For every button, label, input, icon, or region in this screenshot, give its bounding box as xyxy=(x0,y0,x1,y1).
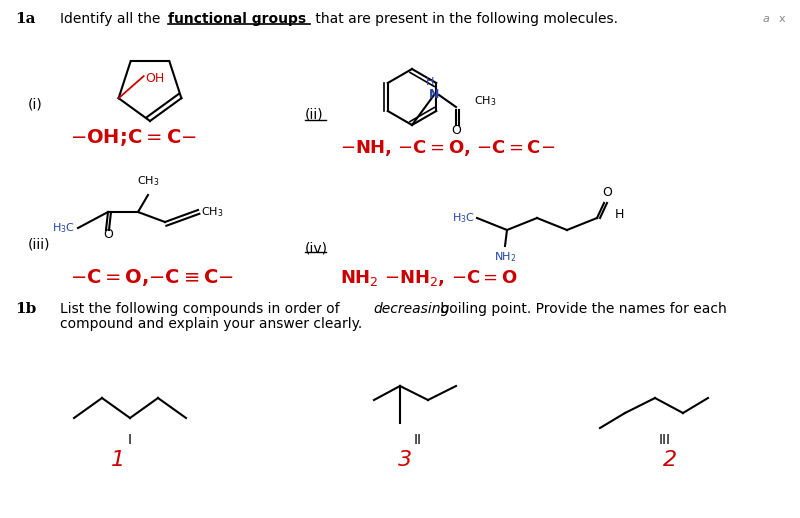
Text: O: O xyxy=(451,124,461,137)
Text: NH$_2$ $-$NH$_2$, $-$C$=$O: NH$_2$ $-$NH$_2$, $-$C$=$O xyxy=(340,268,518,288)
Text: (ii): (ii) xyxy=(305,108,324,122)
Text: I: I xyxy=(128,433,132,447)
Text: $-$NH, $-$C$=$O, $-$C$=$C$-$: $-$NH, $-$C$=$O, $-$C$=$C$-$ xyxy=(340,138,555,158)
Text: II: II xyxy=(414,433,422,447)
Text: O: O xyxy=(602,186,612,199)
Text: a: a xyxy=(763,14,770,24)
Text: boiling point. Provide the names for each: boiling point. Provide the names for eac… xyxy=(436,302,726,316)
Text: 1: 1 xyxy=(111,450,125,470)
Text: (iii): (iii) xyxy=(28,238,50,252)
Text: $-$OH$_{}$;C$=$C$-$: $-$OH$_{}$;C$=$C$-$ xyxy=(70,127,197,148)
Text: functional groups: functional groups xyxy=(168,12,306,26)
Text: 1b: 1b xyxy=(15,302,36,316)
Text: CH$_3$: CH$_3$ xyxy=(201,205,223,219)
Text: 3: 3 xyxy=(398,450,412,470)
Text: H: H xyxy=(426,77,434,87)
Text: Identify all the: Identify all the xyxy=(60,12,165,26)
Text: CH$_3$: CH$_3$ xyxy=(137,174,159,188)
Text: List the following compounds in order of: List the following compounds in order of xyxy=(60,302,344,316)
Text: x: x xyxy=(779,14,786,24)
Text: (iv): (iv) xyxy=(305,241,328,255)
Text: H$_3$C: H$_3$C xyxy=(52,221,75,235)
Text: OH: OH xyxy=(146,71,165,85)
Text: 2: 2 xyxy=(663,450,677,470)
Text: H$_3$C: H$_3$C xyxy=(452,211,475,225)
Text: CH$_3$: CH$_3$ xyxy=(474,94,497,108)
Text: III: III xyxy=(659,433,671,447)
Text: 1a: 1a xyxy=(15,12,35,26)
Text: $-$C$=$O,$-$C$\equiv$C$-$: $-$C$=$O,$-$C$\equiv$C$-$ xyxy=(70,267,234,289)
Text: decreasing: decreasing xyxy=(373,302,450,316)
Text: NH$_2$: NH$_2$ xyxy=(494,250,516,264)
Text: N: N xyxy=(429,89,439,102)
Text: H: H xyxy=(615,209,624,222)
Text: (i): (i) xyxy=(28,98,42,112)
Text: compound and explain your answer clearly.: compound and explain your answer clearly… xyxy=(60,317,362,331)
Text: that are present in the following molecules.: that are present in the following molecu… xyxy=(311,12,618,26)
Text: O: O xyxy=(103,227,113,240)
